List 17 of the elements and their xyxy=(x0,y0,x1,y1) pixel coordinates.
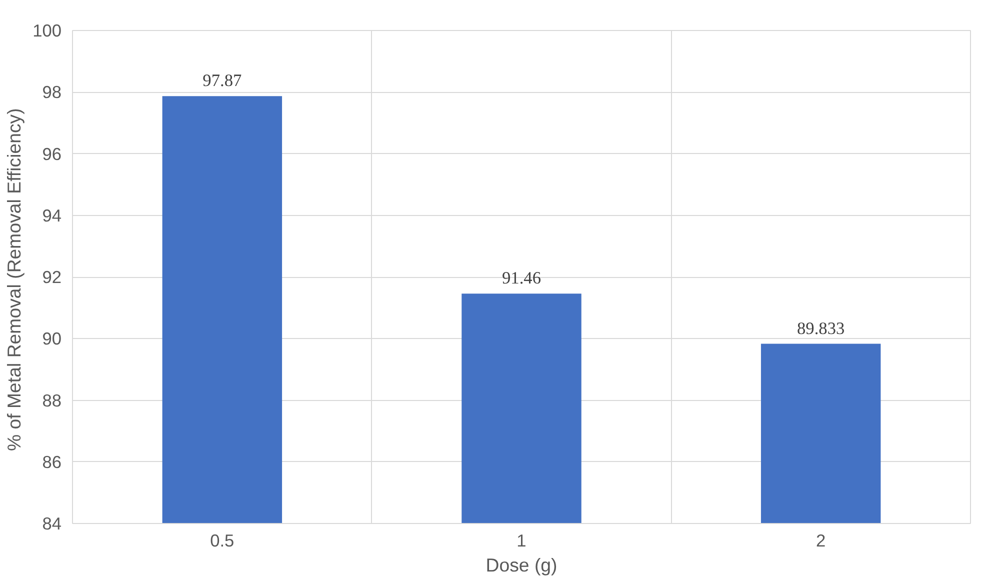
x-axis-title: Dose (g) xyxy=(486,554,558,576)
y-tick-label: 86 xyxy=(42,452,62,472)
y-tick-label: 84 xyxy=(42,514,62,534)
data-label: 97.87 xyxy=(202,71,242,90)
x-tick-label: 1 xyxy=(516,530,526,550)
data-label: 89.833 xyxy=(797,318,845,338)
data-label: 91.46 xyxy=(502,268,542,288)
y-tick-label: 100 xyxy=(32,20,62,40)
y-tick-label: 92 xyxy=(42,267,62,287)
y-tick-label: 98 xyxy=(42,82,62,102)
y-tick-label: 90 xyxy=(42,328,62,349)
y-axis-title: % of Metal Removal (Removal Efficiency) xyxy=(4,108,25,452)
y-tick-label: 94 xyxy=(42,205,62,226)
y-tick-label: 88 xyxy=(42,390,62,410)
x-tick-label: 2 xyxy=(816,530,826,550)
y-tick-label: 96 xyxy=(42,144,62,164)
x-tick-label: 0.5 xyxy=(210,530,234,550)
